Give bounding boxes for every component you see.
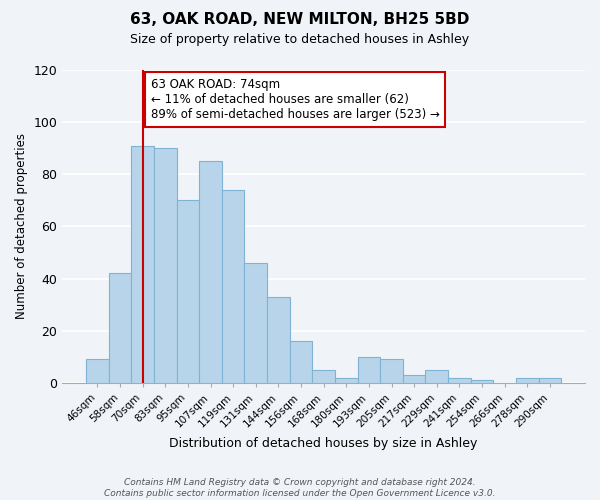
Bar	[380, 360, 403, 383]
Bar	[222, 190, 244, 383]
Bar	[358, 356, 380, 383]
Bar	[516, 378, 539, 383]
Bar	[244, 263, 267, 383]
Bar	[403, 375, 425, 383]
Bar	[335, 378, 358, 383]
Bar	[313, 370, 335, 383]
Bar	[290, 341, 313, 383]
Y-axis label: Number of detached properties: Number of detached properties	[15, 134, 28, 320]
Text: Contains HM Land Registry data © Crown copyright and database right 2024.
Contai: Contains HM Land Registry data © Crown c…	[104, 478, 496, 498]
Bar	[539, 378, 561, 383]
Bar	[154, 148, 176, 383]
Bar	[176, 200, 199, 383]
Text: Size of property relative to detached houses in Ashley: Size of property relative to detached ho…	[130, 32, 470, 46]
Bar	[425, 370, 448, 383]
X-axis label: Distribution of detached houses by size in Ashley: Distribution of detached houses by size …	[169, 437, 478, 450]
Text: 63, OAK ROAD, NEW MILTON, BH25 5BD: 63, OAK ROAD, NEW MILTON, BH25 5BD	[130, 12, 470, 28]
Bar	[199, 161, 222, 383]
Text: 63 OAK ROAD: 74sqm
← 11% of detached houses are smaller (62)
89% of semi-detache: 63 OAK ROAD: 74sqm ← 11% of detached hou…	[151, 78, 439, 121]
Bar	[471, 380, 493, 383]
Bar	[448, 378, 471, 383]
Bar	[267, 297, 290, 383]
Bar	[109, 274, 131, 383]
Bar	[131, 146, 154, 383]
Bar	[86, 360, 109, 383]
